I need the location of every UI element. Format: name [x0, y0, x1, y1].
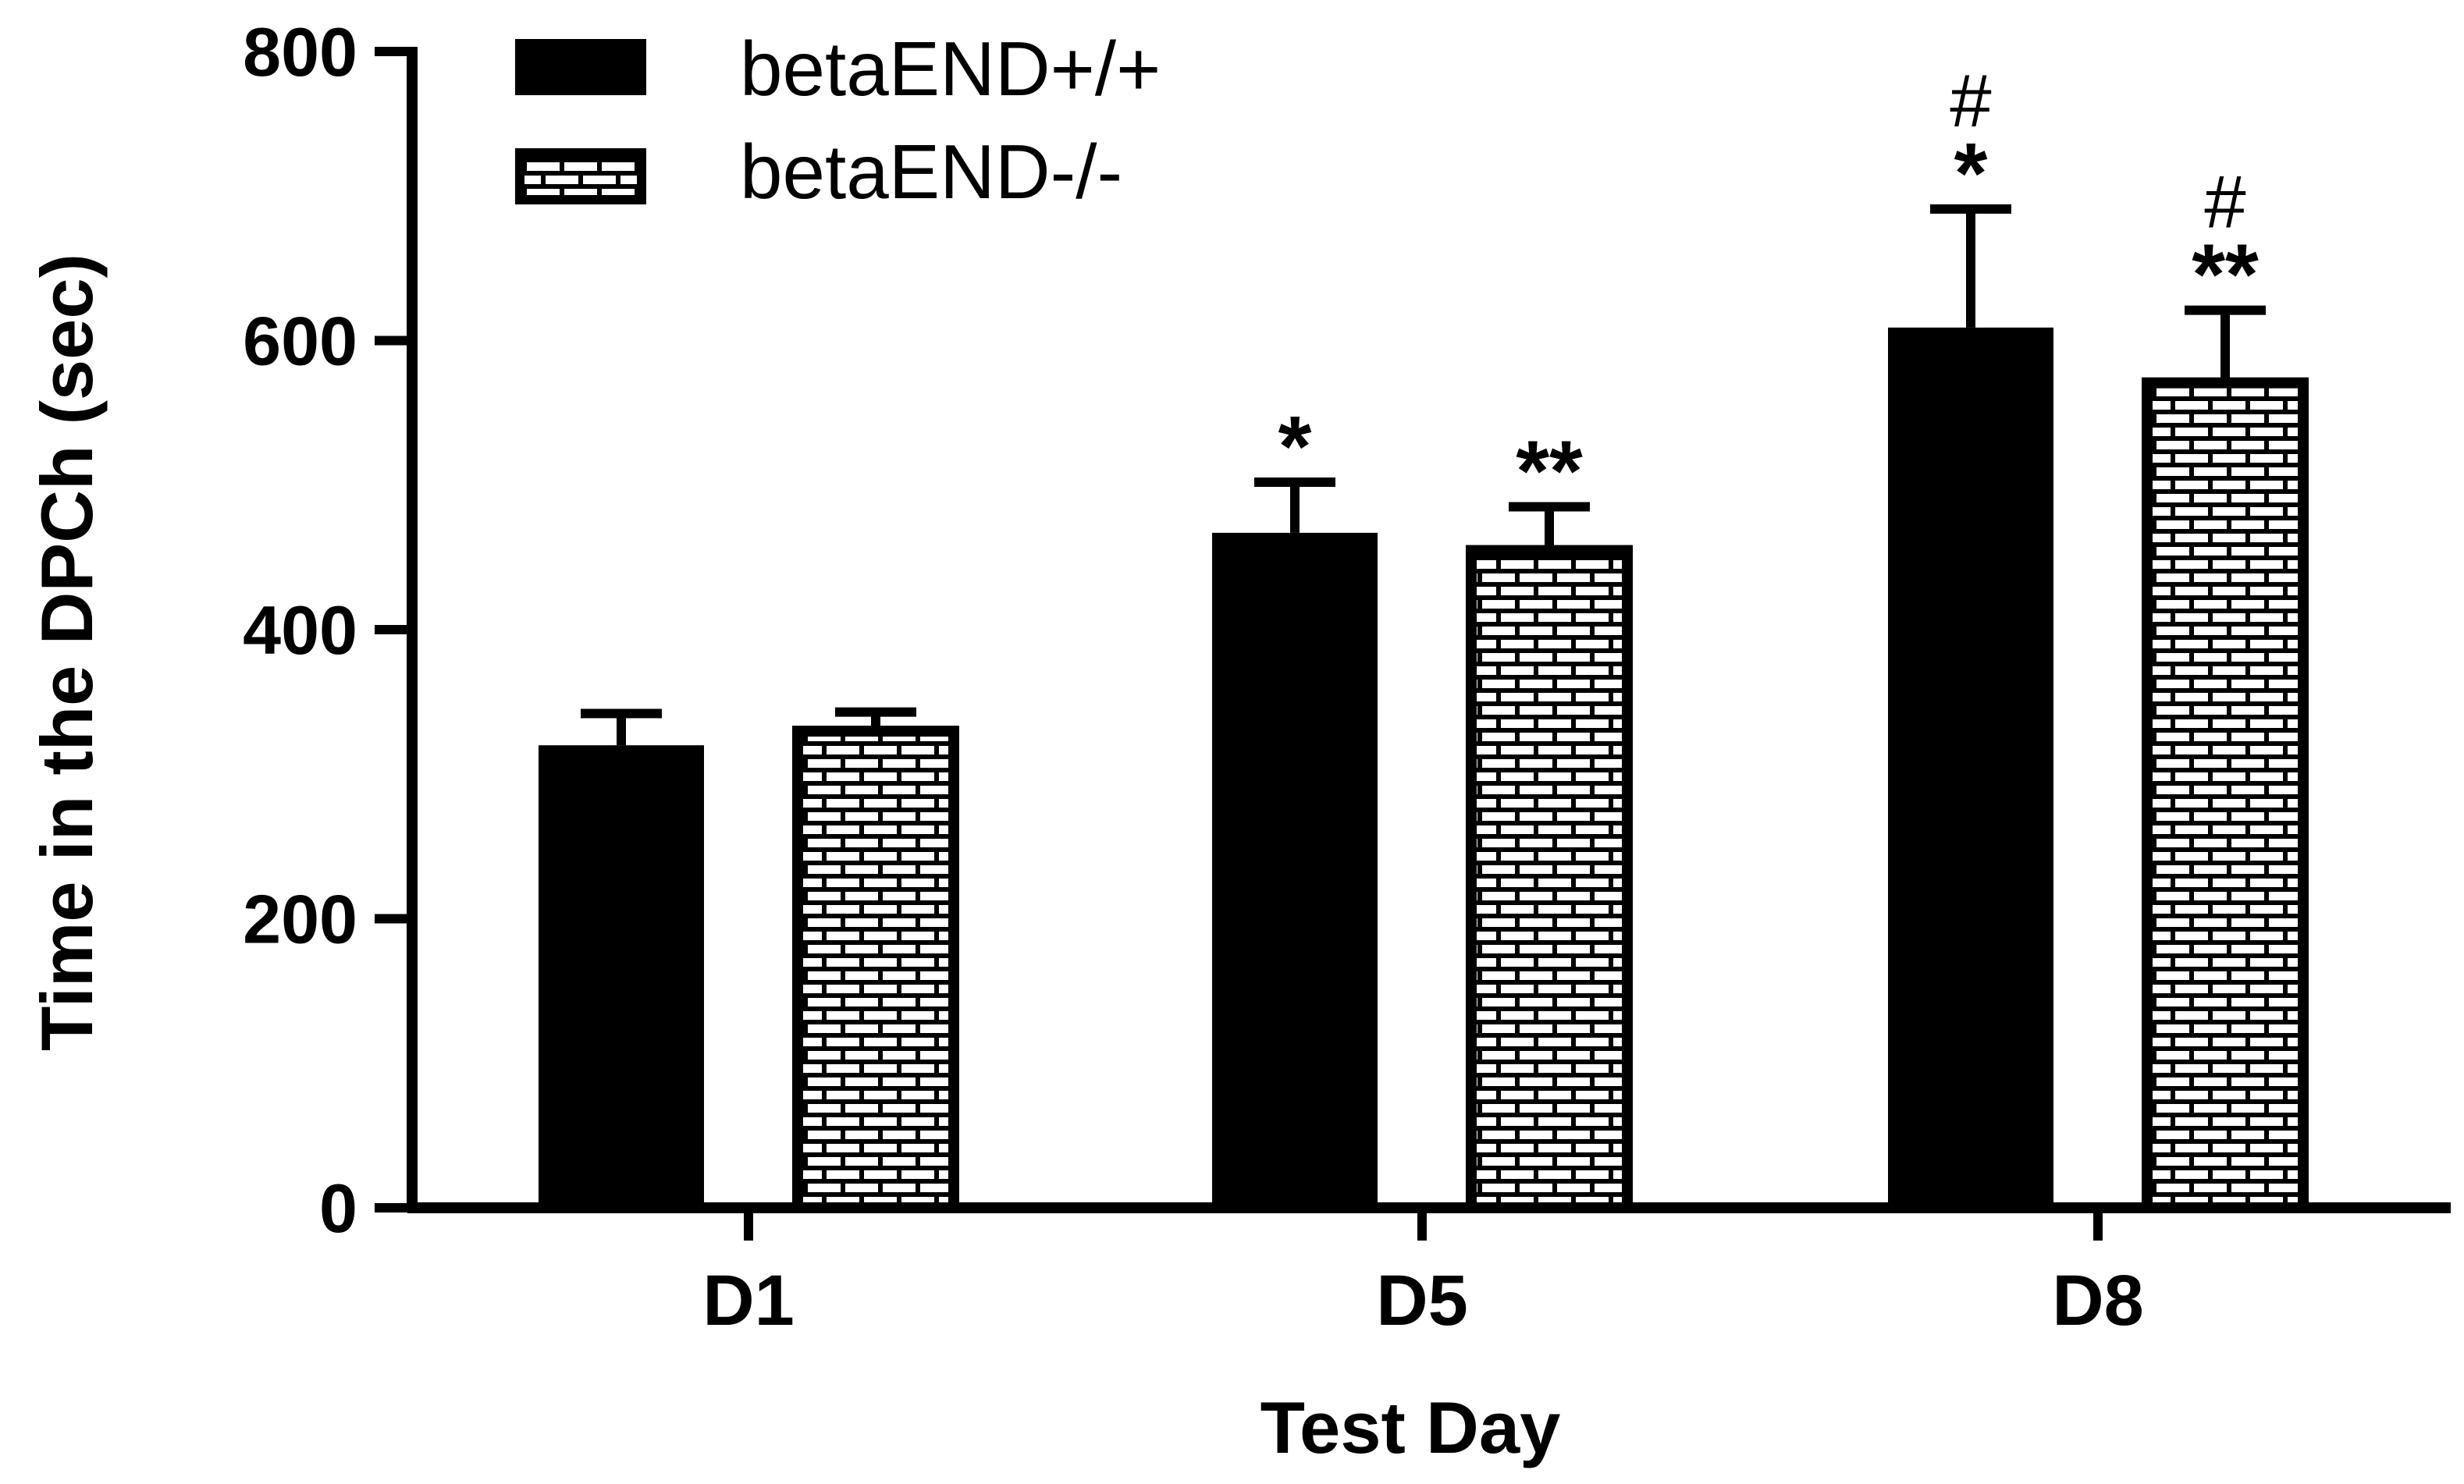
error-bar-knockout-d1 [835, 707, 916, 727]
error-bar-wildtype-d1 [581, 708, 662, 746]
legend: betaEND+/+ betaEND-/- [515, 26, 1161, 215]
significance-star-wildtype-d5: * [1278, 399, 1312, 495]
error-bar-knockout-d8 [2185, 305, 2266, 378]
axes: 0 200 400 600 800 D1 D5 D8 [243, 13, 2451, 1340]
bar-knockout-d8 [2142, 377, 2309, 1213]
significance-star-knockout-d5: ** [1516, 424, 1583, 520]
significance-annotations: **#****# [1278, 59, 2259, 520]
bar-wildtype-d5 [1212, 532, 1378, 1208]
legend-label-knockout: betaEND-/- [740, 129, 1122, 215]
bar-wildtype-d1 [539, 745, 704, 1208]
y-axis-label: Time in the DPCh (sec) [26, 254, 108, 1051]
bar-wildtype-d8 [1888, 327, 2053, 1208]
legend-swatch-knockout [515, 148, 646, 204]
significance-star-wildtype-d8: * [1954, 126, 1988, 222]
error-bar-knockout-d5 [1509, 502, 1590, 546]
y-tick-label-600: 600 [243, 303, 357, 380]
x-axis-label: Test Day [1260, 1386, 1561, 1468]
significance-hash-knockout-d8: # [2204, 161, 2245, 244]
x-tick-label-d1: D1 [702, 1261, 795, 1340]
error-bar-wildtype-d5 [1254, 478, 1335, 533]
error-bars [581, 204, 2266, 746]
legend-label-wildtype: betaEND+/+ [740, 26, 1161, 112]
significance-hash-wildtype-d8: # [1950, 59, 1991, 143]
bar-knockout-d1 [792, 726, 959, 1213]
significance-star-knockout-d8: ** [2192, 227, 2259, 323]
y-tick-label-200: 200 [243, 881, 357, 958]
x-tick-label-d5: D5 [1376, 1261, 1468, 1340]
y-tick-label-0: 0 [319, 1170, 357, 1247]
bar-knockout-d5 [1466, 545, 1633, 1213]
bars [539, 327, 2309, 1213]
error-bar-wildtype-d8 [1930, 204, 2011, 328]
y-tick-label-800: 800 [243, 13, 357, 91]
x-tick-label-d8: D8 [2052, 1261, 2144, 1340]
y-tick-label-400: 400 [243, 591, 357, 669]
legend-swatch-wildtype [515, 39, 646, 95]
